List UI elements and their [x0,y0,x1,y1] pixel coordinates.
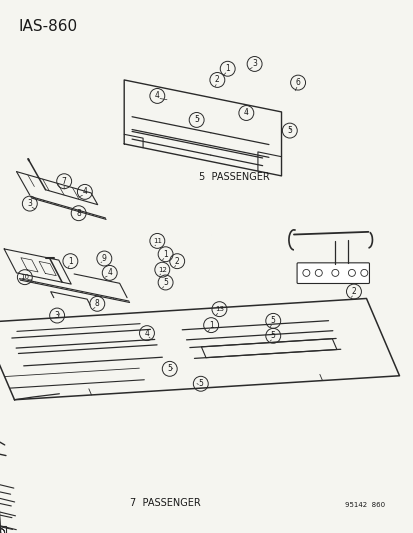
FancyBboxPatch shape [0,526,6,533]
Text: 10: 10 [20,274,29,280]
Text: 8: 8 [95,300,100,308]
Text: 1: 1 [208,321,213,329]
Text: 4: 4 [154,92,159,100]
Text: 11: 11 [152,238,161,244]
Text: 4: 4 [107,269,112,277]
FancyBboxPatch shape [297,263,368,284]
Text: 5  PASSENGER: 5 PASSENGER [198,172,268,182]
Text: 3: 3 [27,199,32,208]
Text: 7  PASSENGER: 7 PASSENGER [130,498,200,507]
Text: 1: 1 [68,257,73,265]
Text: 12: 12 [157,266,166,273]
Text: 9: 9 [102,254,107,263]
Text: 5: 5 [287,126,292,135]
Text: 13: 13 [214,306,223,312]
Text: 5: 5 [163,278,168,287]
Text: 2: 2 [174,257,179,265]
Text: 5: 5 [167,365,172,373]
Text: 2: 2 [214,76,219,84]
Text: 5: 5 [270,332,275,340]
Text: IAS-860: IAS-860 [19,19,78,34]
Text: 1: 1 [163,250,168,259]
Text: 3: 3 [55,311,59,320]
Text: 1: 1 [225,64,230,73]
Text: 4: 4 [243,109,248,117]
Text: 6: 6 [295,78,300,87]
Text: 4: 4 [144,329,149,337]
Text: 2: 2 [351,287,356,296]
Text: 7: 7 [62,177,66,185]
Text: 5: 5 [198,379,203,388]
Text: 3: 3 [252,60,256,68]
Text: 5: 5 [194,116,199,124]
Text: 8: 8 [76,209,81,217]
Text: 5: 5 [270,317,275,325]
Text: 95142  860: 95142 860 [344,502,384,508]
Text: 4: 4 [82,188,87,196]
